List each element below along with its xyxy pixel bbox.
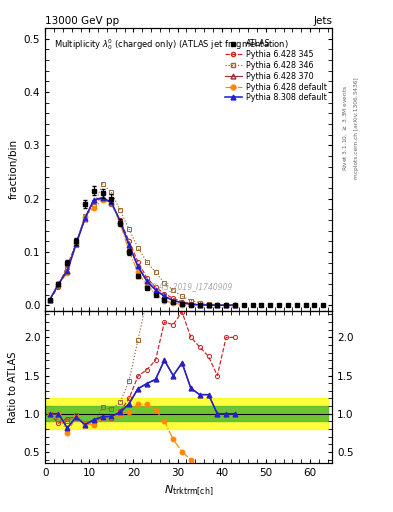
Text: mcplots.cern.ch [arXiv:1306.3436]: mcplots.cern.ch [arXiv:1306.3436] (354, 77, 359, 179)
Y-axis label: Ratio to ATLAS: Ratio to ATLAS (8, 351, 18, 423)
X-axis label: $N_{\mathrm{trktrm[ch]}}$: $N_{\mathrm{trktrm[ch]}}$ (164, 484, 213, 498)
Text: Rivet 3.1.10, $\geq$ 3.3M events: Rivet 3.1.10, $\geq$ 3.3M events (342, 85, 349, 171)
Text: Multiplicity $\lambda_0^0$ (charged only) (ATLAS jet fragmentation): Multiplicity $\lambda_0^0$ (charged only… (54, 37, 288, 52)
Y-axis label: fraction/bin: fraction/bin (8, 139, 18, 200)
Text: ATLAS_2019_I1740909: ATLAS_2019_I1740909 (145, 282, 232, 291)
Text: 13000 GeV pp: 13000 GeV pp (45, 15, 119, 26)
Text: Jets: Jets (313, 15, 332, 26)
Legend: ATLAS, Pythia 6.428 345, Pythia 6.428 346, Pythia 6.428 370, Pythia 6.428 defaul: ATLAS, Pythia 6.428 345, Pythia 6.428 34… (223, 38, 328, 104)
